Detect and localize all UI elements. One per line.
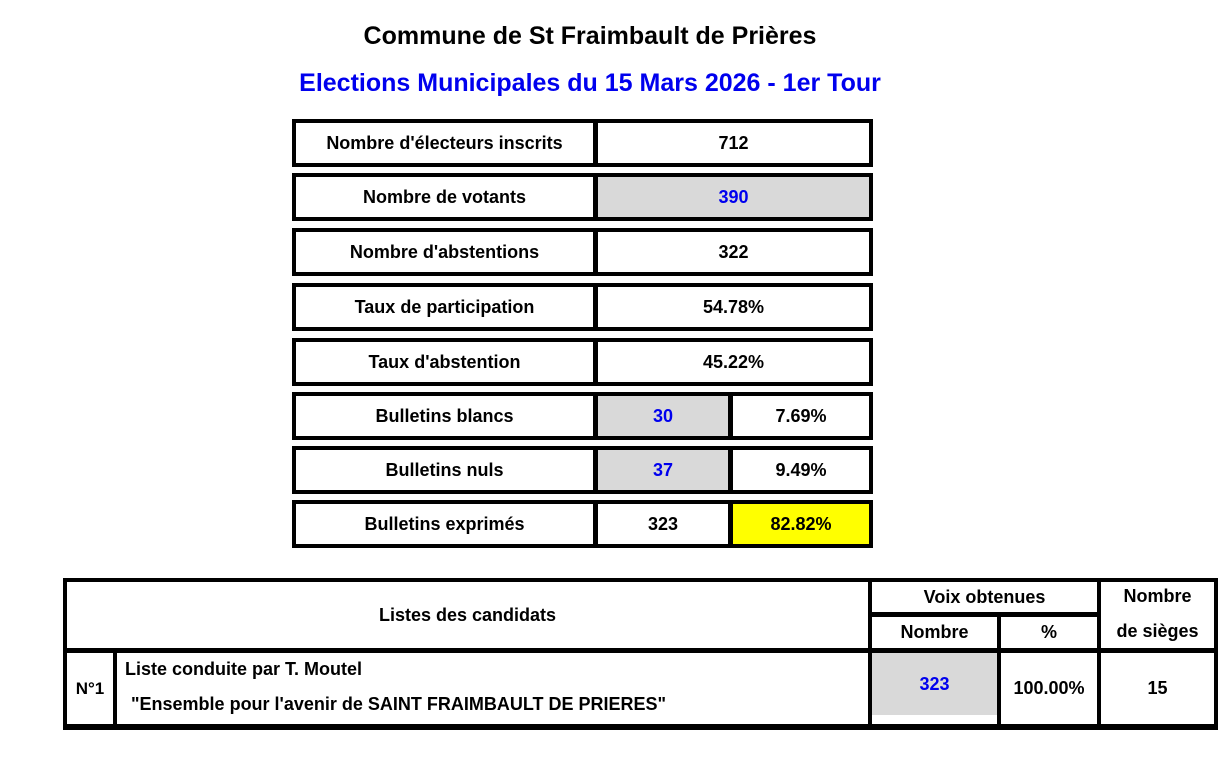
header-nombre: Nombre [872,617,997,648]
header-voix-obtenues: Voix obtenues [872,582,1097,612]
header-listes-des-candidats: Listes des candidats [67,582,868,648]
row-label: Taux d'abstention [296,342,593,382]
row-label: Bulletins exprimés [296,504,593,544]
page-title: Commune de St Fraimbault de Prières [363,22,817,50]
page-subtitle: Elections Municipales du 15 Mars 2026 - … [299,69,881,97]
candidates-table: Listes des candidats Voix obtenues Nombr… [63,578,1218,730]
header-sieges-line2: de sièges [1116,621,1199,641]
results-row-taux-abstention: Taux d'abstention 45.22% [292,338,873,386]
header-sieges-line1: Nombre [1123,586,1192,606]
results-row-nuls: Bulletins nuls 37 9.49% [292,446,873,494]
results-row-participation: Taux de participation 54.78% [292,283,873,331]
row-value: 37 [598,450,728,490]
row-label: Nombre d'abstentions [296,232,593,272]
candidate-seats: 15 [1101,653,1214,724]
candidate-votes-value: 323 [872,653,997,715]
results-row-exprimes: Bulletins exprimés 323 82.82% [292,500,873,548]
row-value: 45.22% [598,342,869,382]
header-percent: % [1001,617,1097,648]
candidate-list-number: N°1 [67,653,113,724]
candidate-line1: Liste conduite par T. Moutel [125,659,363,679]
row-label: Bulletins nuls [296,450,593,490]
results-row-inscrits: Nombre d'électeurs inscrits 712 [292,119,873,167]
header-nombre-de-sieges: Nombre de sièges [1101,582,1214,648]
results-row-blancs: Bulletins blancs 30 7.69% [292,392,873,440]
row-percent: 82.82% [733,504,869,544]
row-value: 30 [598,396,728,436]
row-label: Bulletins blancs [296,396,593,436]
results-row-abstentions: Nombre d'abstentions 322 [292,228,873,276]
row-value: 712 [598,123,869,163]
row-value: 390 [598,177,869,217]
row-value: 323 [598,504,728,544]
candidate-list-name: Liste conduite par T. Moutel "Ensemble p… [117,653,868,724]
results-row-votants: Nombre de votants 390 [292,173,873,221]
row-label: Nombre de votants [296,177,593,217]
candidate-line2: "Ensemble pour l'avenir de SAINT FRAIMBA… [131,694,667,714]
candidate-votes-percent: 100.00% [1001,653,1097,724]
row-label: Taux de participation [296,287,593,327]
candidate-votes-cell: 323 [872,653,997,724]
row-value: 322 [598,232,869,272]
row-label: Nombre d'électeurs inscrits [296,123,593,163]
row-percent: 7.69% [733,396,869,436]
row-percent: 9.49% [733,450,869,490]
row-value: 54.78% [598,287,869,327]
